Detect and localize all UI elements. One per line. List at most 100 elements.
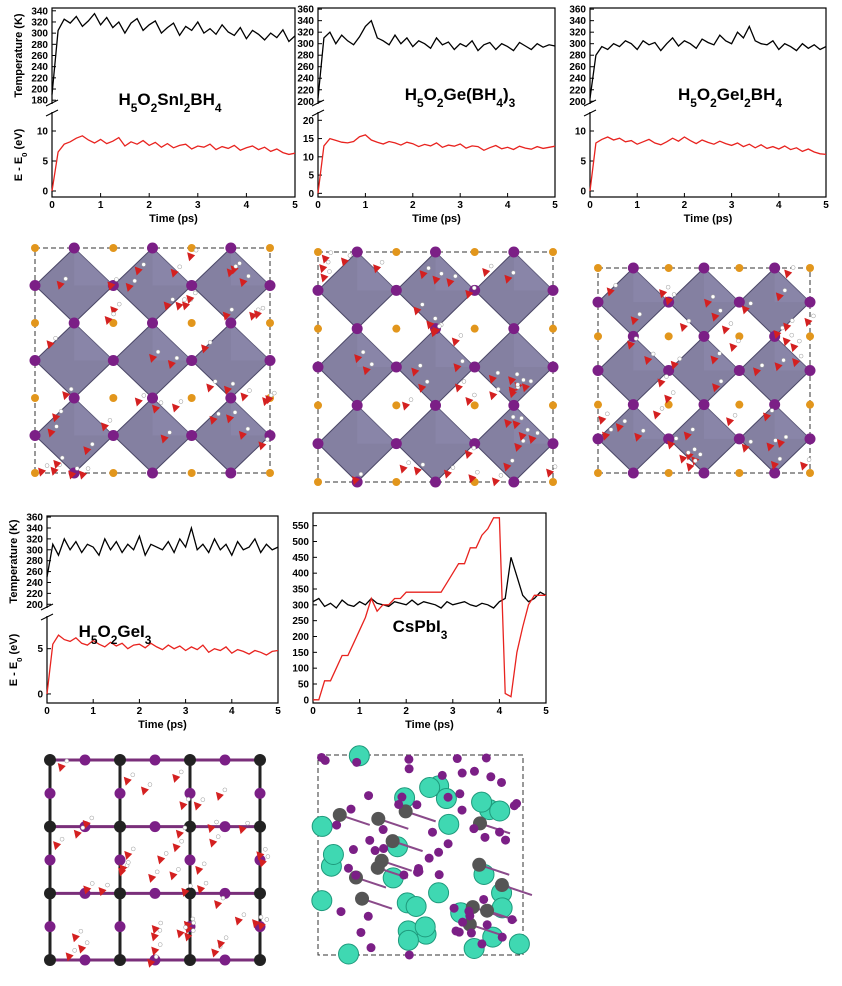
atom-b — [549, 401, 557, 409]
atom-i — [501, 836, 510, 845]
atom-i — [352, 323, 363, 334]
atom-i — [699, 399, 710, 410]
water — [784, 270, 792, 279]
atom-h — [90, 816, 94, 820]
atom-cs — [312, 891, 332, 911]
atom-cs — [312, 816, 332, 836]
atom-h — [234, 264, 238, 268]
water — [78, 945, 86, 954]
x-tick-label: 0 — [49, 200, 55, 211]
series-line — [52, 136, 295, 191]
water — [169, 871, 177, 880]
atom-h — [536, 431, 540, 435]
atom-h — [142, 263, 146, 267]
atom-h — [259, 915, 263, 919]
atom-i — [482, 753, 491, 762]
atom-h — [59, 409, 63, 413]
atom-b — [735, 401, 743, 409]
chart-label: H5O2Ge(BH4)3 — [405, 85, 516, 110]
y-tick-label: 340 — [297, 16, 314, 27]
atom-h — [265, 437, 269, 441]
atom-h — [472, 286, 476, 290]
atom-b — [594, 401, 602, 409]
atom-h — [472, 393, 476, 397]
atom-h — [192, 921, 196, 925]
chart-label-part: H — [405, 85, 417, 104]
atom-h — [521, 378, 525, 382]
atom-h — [784, 435, 788, 439]
y-tick-label: 100 — [292, 664, 309, 675]
series-line — [52, 14, 295, 95]
atom-h — [515, 372, 519, 376]
atom-i — [593, 365, 604, 376]
atom-h — [609, 428, 613, 432]
atom-i — [352, 400, 363, 411]
atom-i — [508, 915, 517, 924]
y-tick-label: 300 — [569, 39, 586, 50]
chart-label: CsPbI3 — [393, 617, 448, 642]
chart-label: H5O2GeI2BH4 — [678, 85, 782, 110]
atom-b — [665, 332, 673, 340]
atom-h — [370, 362, 374, 366]
chart-label-part: SnI — [157, 90, 183, 109]
water — [444, 470, 452, 479]
crystal-structure — [593, 263, 816, 479]
atom-i — [464, 907, 473, 916]
atom-b — [392, 478, 400, 486]
y-tick-label: 220 — [569, 85, 586, 96]
atom-h — [86, 467, 90, 471]
atom-i — [391, 438, 402, 449]
atom-i — [498, 933, 507, 942]
atom-b — [549, 325, 557, 333]
atom-i — [479, 895, 488, 904]
y-tick-label: 280 — [31, 40, 48, 51]
atom-i — [364, 912, 373, 921]
atom-i — [356, 928, 365, 937]
atom-i — [69, 318, 80, 329]
atom-cs — [406, 896, 426, 916]
atom-h — [807, 458, 811, 462]
atom-h — [553, 465, 557, 469]
y-tick-label: 240 — [297, 74, 314, 85]
atom-h — [175, 356, 179, 360]
atom-b — [806, 401, 814, 409]
y-tick-label: 280 — [297, 51, 314, 62]
atom-h — [433, 316, 437, 320]
atom-b — [806, 332, 814, 340]
series-line — [590, 137, 826, 191]
atom-h — [154, 955, 158, 959]
atom-h — [164, 851, 168, 855]
atom-cs — [472, 792, 492, 812]
water — [465, 450, 473, 459]
chart-label-part: BH — [751, 85, 776, 104]
atom-h — [526, 428, 530, 432]
chart-label-part: 3 — [509, 96, 516, 110]
atom-b — [735, 264, 743, 272]
chart-label-part: H — [118, 90, 130, 109]
x-tick-label: 1 — [90, 706, 96, 717]
atom-b — [471, 401, 479, 409]
atom-h — [711, 295, 715, 299]
crystal-structure — [313, 247, 559, 488]
y-tick-label: 550 — [292, 521, 309, 532]
atom-i — [483, 920, 492, 929]
y-tick-label: 200 — [297, 97, 314, 108]
atom-h — [179, 400, 183, 404]
x-tick-label: 5 — [823, 200, 829, 211]
atom-h — [184, 925, 188, 929]
atom-i — [45, 855, 56, 866]
atom-h — [460, 359, 464, 363]
atom-h — [114, 278, 118, 282]
chart-label-part: H — [79, 622, 91, 641]
water — [726, 417, 734, 426]
atom-h — [90, 442, 94, 446]
atom-h — [664, 374, 668, 378]
atom-h — [511, 415, 515, 419]
water — [319, 264, 327, 273]
y2-tick-label: 5 — [37, 644, 43, 655]
atom-h — [811, 314, 815, 318]
atom-i — [30, 280, 41, 291]
atom-h — [256, 308, 260, 312]
y-axis-label: Temperature (K) — [8, 519, 20, 603]
x-tick-label: 0 — [44, 706, 50, 717]
